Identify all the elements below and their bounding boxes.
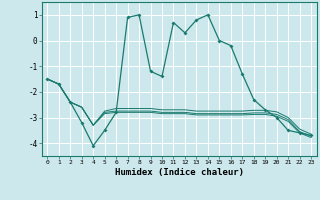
X-axis label: Humidex (Indice chaleur): Humidex (Indice chaleur) (115, 168, 244, 177)
